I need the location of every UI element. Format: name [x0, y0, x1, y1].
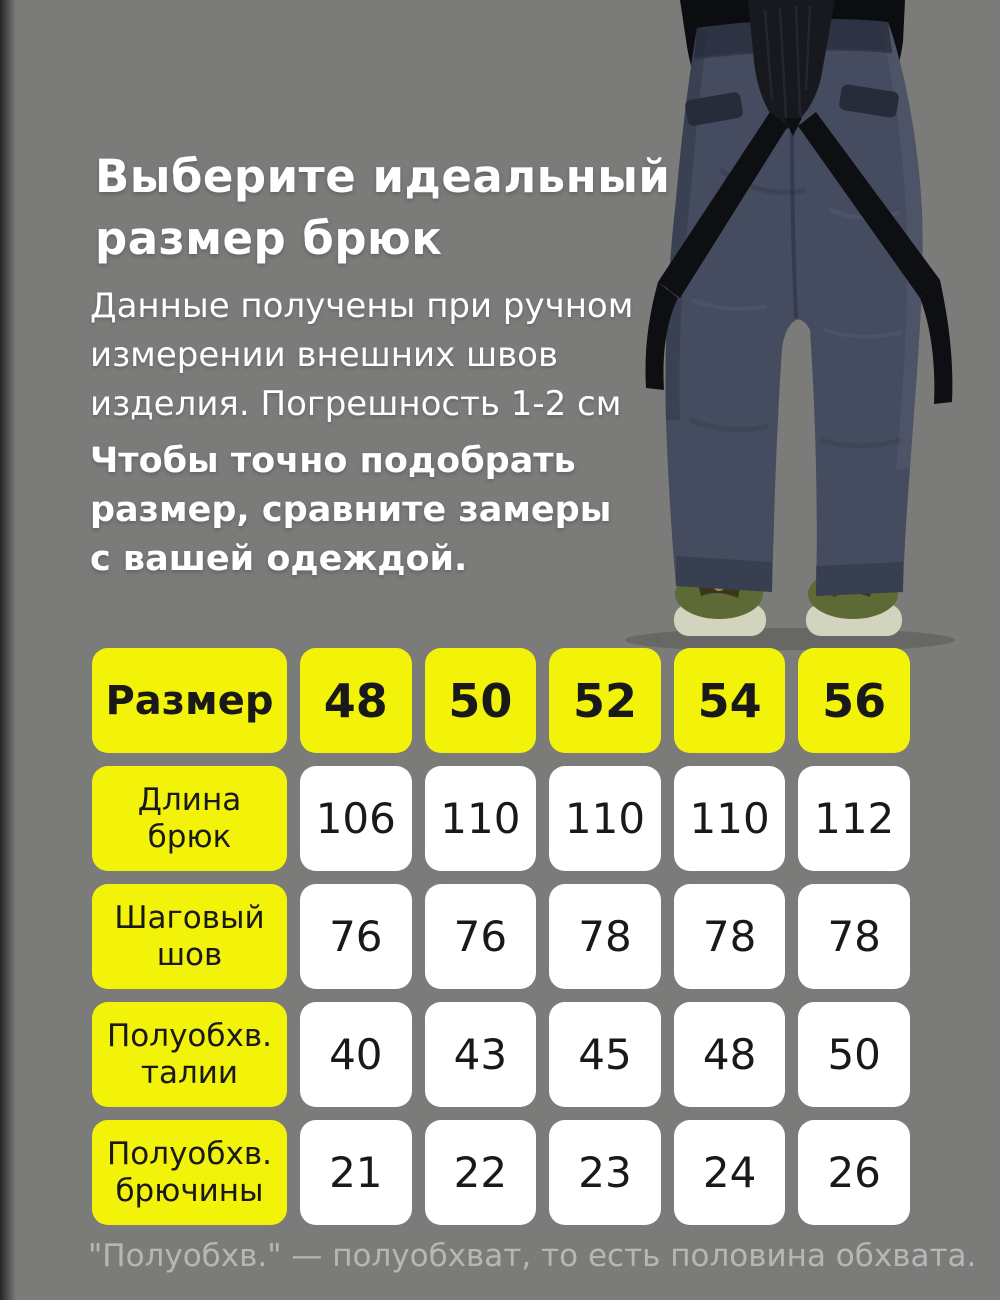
- table-value: 76: [300, 884, 412, 989]
- table-value: 112: [798, 766, 910, 871]
- table-value: 78: [673, 884, 786, 989]
- page-title: Выберите идеальный размер брюк: [95, 150, 671, 265]
- table-value: 78: [798, 884, 910, 989]
- table-value: 24: [673, 1120, 786, 1225]
- left-edge-shadow: [0, 0, 16, 1300]
- table-header-size-54: 54: [673, 648, 786, 753]
- measurement-description: Данные получены при ручном измерении вне…: [90, 286, 634, 424]
- table-value: 45: [549, 1002, 661, 1107]
- pants-illustration: [625, 0, 955, 652]
- row-label-half-leg: Полуобхв. брючины: [92, 1120, 287, 1225]
- row-label-half-waist: Полуобхв. талии: [92, 1002, 287, 1107]
- table-value: 22: [424, 1120, 537, 1225]
- table-value: 21: [300, 1120, 412, 1225]
- row-label-pants-length: Длина брюк: [92, 766, 287, 871]
- table-value: 106: [300, 766, 412, 871]
- table-value: 78: [549, 884, 661, 989]
- size-table: Размер 48 50 52 54 56 Длина брюк 106 110…: [92, 648, 910, 1225]
- product-photo-pants-back-view: [600, 0, 1000, 652]
- table-header-size-48: 48: [300, 648, 412, 753]
- fit-advice-text: Чтобы точно подобрать размер, сравните з…: [90, 441, 612, 579]
- table-value: 110: [424, 766, 537, 871]
- table-value: 43: [424, 1002, 537, 1107]
- table-value: 110: [673, 766, 786, 871]
- table-value: 76: [424, 884, 537, 989]
- footnote-half-girth-explanation: "Полуобхв." — полуобхват, то есть полови…: [88, 1238, 977, 1274]
- table-value: 110: [549, 766, 661, 871]
- table-value: 26: [798, 1120, 910, 1225]
- table-header-size-56: 56: [798, 648, 910, 753]
- table-header-size-label: Размер: [92, 648, 287, 753]
- table-value: 40: [300, 1002, 412, 1107]
- row-label-inseam: Шаговый шов: [92, 884, 287, 989]
- table-value: 48: [673, 1002, 786, 1107]
- table-value: 23: [549, 1120, 661, 1225]
- table-header-size-50: 50: [424, 648, 537, 753]
- table-value: 50: [798, 1002, 910, 1107]
- table-header-size-52: 52: [549, 648, 661, 753]
